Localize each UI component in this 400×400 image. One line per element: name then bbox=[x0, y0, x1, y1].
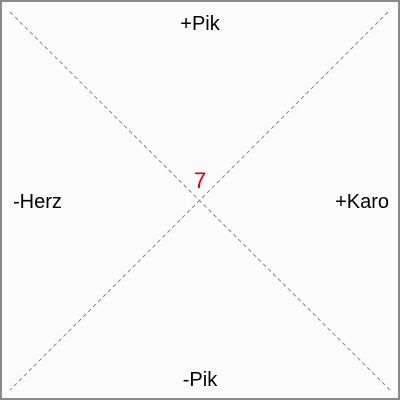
left-axis-label: -Herz bbox=[13, 191, 62, 213]
bottom-axis-label: -Pik bbox=[182, 369, 218, 391]
top-axis-label: +Pik bbox=[180, 13, 220, 35]
diagonal-line-tr-bl bbox=[9, 11, 389, 391]
center-value: 7 bbox=[193, 168, 207, 193]
right-axis-label: +Karo bbox=[335, 191, 389, 213]
diagonal-line-tl-br bbox=[9, 11, 391, 391]
